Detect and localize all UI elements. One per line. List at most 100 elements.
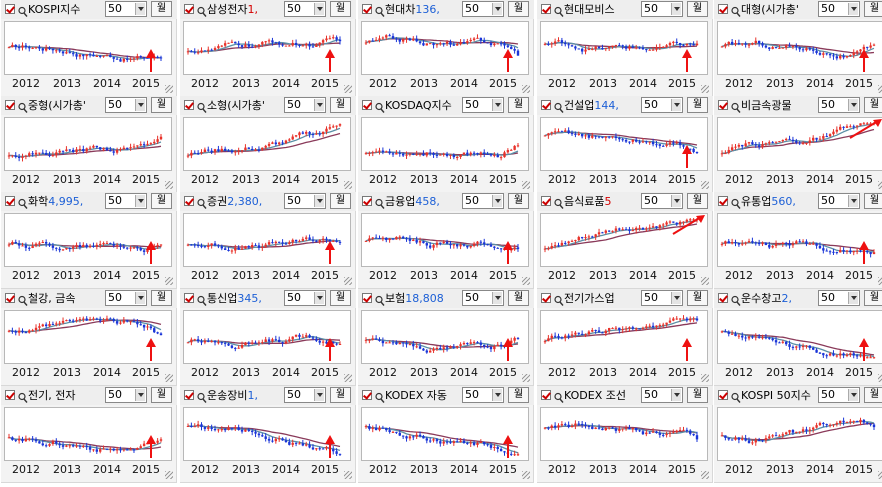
chevron-down-icon[interactable]	[492, 3, 502, 15]
checkbox[interactable]	[718, 293, 728, 303]
period-unit-button[interactable]: 월	[330, 97, 351, 113]
checkbox[interactable]	[362, 390, 372, 400]
resize-grip-icon[interactable]	[701, 471, 709, 479]
resize-grip-icon[interactable]	[522, 277, 530, 285]
search-icon[interactable]	[554, 195, 564, 209]
period-input[interactable]: 50	[284, 97, 326, 113]
resize-grip-icon[interactable]	[344, 471, 352, 479]
period-unit-button[interactable]: 월	[330, 193, 351, 209]
resize-grip-icon[interactable]	[165, 277, 173, 285]
period-unit-button[interactable]: 월	[330, 1, 351, 17]
period-unit-button[interactable]: 월	[687, 290, 708, 306]
chevron-down-icon[interactable]	[314, 195, 324, 207]
chevron-down-icon[interactable]	[848, 389, 858, 401]
period-input[interactable]: 50	[105, 97, 147, 113]
period-unit-button[interactable]: 월	[687, 97, 708, 113]
chevron-down-icon[interactable]	[314, 3, 324, 15]
chevron-down-icon[interactable]	[671, 3, 681, 15]
period-input[interactable]: 50	[105, 1, 147, 17]
chevron-down-icon[interactable]	[314, 389, 324, 401]
period-unit-button[interactable]: 월	[687, 387, 708, 403]
resize-grip-icon[interactable]	[165, 471, 173, 479]
period-unit-button[interactable]: 월	[151, 290, 172, 306]
chevron-down-icon[interactable]	[671, 292, 681, 304]
checkbox[interactable]	[541, 100, 551, 110]
resize-grip-icon[interactable]	[701, 181, 709, 189]
search-icon[interactable]	[731, 99, 741, 113]
period-unit-button[interactable]: 월	[864, 97, 882, 113]
chevron-down-icon[interactable]	[135, 195, 145, 207]
checkbox[interactable]	[184, 4, 194, 14]
period-input[interactable]: 50	[818, 387, 860, 403]
chevron-down-icon[interactable]	[492, 292, 502, 304]
chevron-down-icon[interactable]	[135, 99, 145, 111]
chevron-down-icon[interactable]	[848, 99, 858, 111]
resize-grip-icon[interactable]	[701, 277, 709, 285]
checkbox[interactable]	[184, 100, 194, 110]
search-icon[interactable]	[375, 195, 385, 209]
search-icon[interactable]	[554, 389, 564, 403]
period-input[interactable]: 50	[641, 290, 683, 306]
period-input[interactable]: 50	[284, 290, 326, 306]
resize-grip-icon[interactable]	[165, 374, 173, 382]
period-unit-button[interactable]: 월	[864, 1, 882, 17]
period-unit-button[interactable]: 월	[508, 97, 529, 113]
chevron-down-icon[interactable]	[314, 292, 324, 304]
checkbox[interactable]	[5, 390, 15, 400]
checkbox[interactable]	[718, 100, 728, 110]
period-input[interactable]: 50	[284, 1, 326, 17]
period-input[interactable]: 50	[641, 1, 683, 17]
period-unit-button[interactable]: 월	[508, 1, 529, 17]
resize-grip-icon[interactable]	[878, 181, 882, 189]
search-icon[interactable]	[197, 195, 207, 209]
search-icon[interactable]	[18, 3, 28, 17]
chevron-down-icon[interactable]	[135, 292, 145, 304]
period-unit-button[interactable]: 월	[687, 193, 708, 209]
checkbox[interactable]	[362, 4, 372, 14]
chevron-down-icon[interactable]	[492, 99, 502, 111]
checkbox[interactable]	[362, 196, 372, 206]
checkbox[interactable]	[362, 100, 372, 110]
period-input[interactable]: 50	[818, 290, 860, 306]
search-icon[interactable]	[731, 3, 741, 17]
resize-grip-icon[interactable]	[701, 374, 709, 382]
checkbox[interactable]	[541, 390, 551, 400]
checkbox[interactable]	[541, 293, 551, 303]
period-unit-button[interactable]: 월	[864, 193, 882, 209]
chevron-down-icon[interactable]	[135, 3, 145, 15]
period-input[interactable]: 50	[818, 193, 860, 209]
resize-grip-icon[interactable]	[701, 85, 709, 93]
chevron-down-icon[interactable]	[848, 292, 858, 304]
period-input[interactable]: 50	[462, 290, 504, 306]
checkbox[interactable]	[541, 196, 551, 206]
period-input[interactable]: 50	[284, 193, 326, 209]
search-icon[interactable]	[197, 3, 207, 17]
checkbox[interactable]	[184, 293, 194, 303]
resize-grip-icon[interactable]	[878, 374, 882, 382]
chevron-down-icon[interactable]	[492, 195, 502, 207]
checkbox[interactable]	[5, 293, 15, 303]
resize-grip-icon[interactable]	[878, 471, 882, 479]
checkbox[interactable]	[5, 100, 15, 110]
chevron-down-icon[interactable]	[848, 3, 858, 15]
period-unit-button[interactable]: 월	[864, 387, 882, 403]
resize-grip-icon[interactable]	[522, 181, 530, 189]
resize-grip-icon[interactable]	[878, 85, 882, 93]
period-unit-button[interactable]: 월	[330, 387, 351, 403]
period-unit-button[interactable]: 월	[151, 1, 172, 17]
chevron-down-icon[interactable]	[671, 99, 681, 111]
period-input[interactable]: 50	[462, 97, 504, 113]
period-input[interactable]: 50	[462, 193, 504, 209]
checkbox[interactable]	[718, 390, 728, 400]
period-unit-button[interactable]: 월	[687, 1, 708, 17]
period-input[interactable]: 50	[105, 290, 147, 306]
period-unit-button[interactable]: 월	[151, 193, 172, 209]
search-icon[interactable]	[197, 389, 207, 403]
resize-grip-icon[interactable]	[165, 181, 173, 189]
resize-grip-icon[interactable]	[522, 374, 530, 382]
period-input[interactable]: 50	[641, 97, 683, 113]
checkbox[interactable]	[541, 4, 551, 14]
chevron-down-icon[interactable]	[492, 389, 502, 401]
resize-grip-icon[interactable]	[522, 471, 530, 479]
checkbox[interactable]	[184, 390, 194, 400]
